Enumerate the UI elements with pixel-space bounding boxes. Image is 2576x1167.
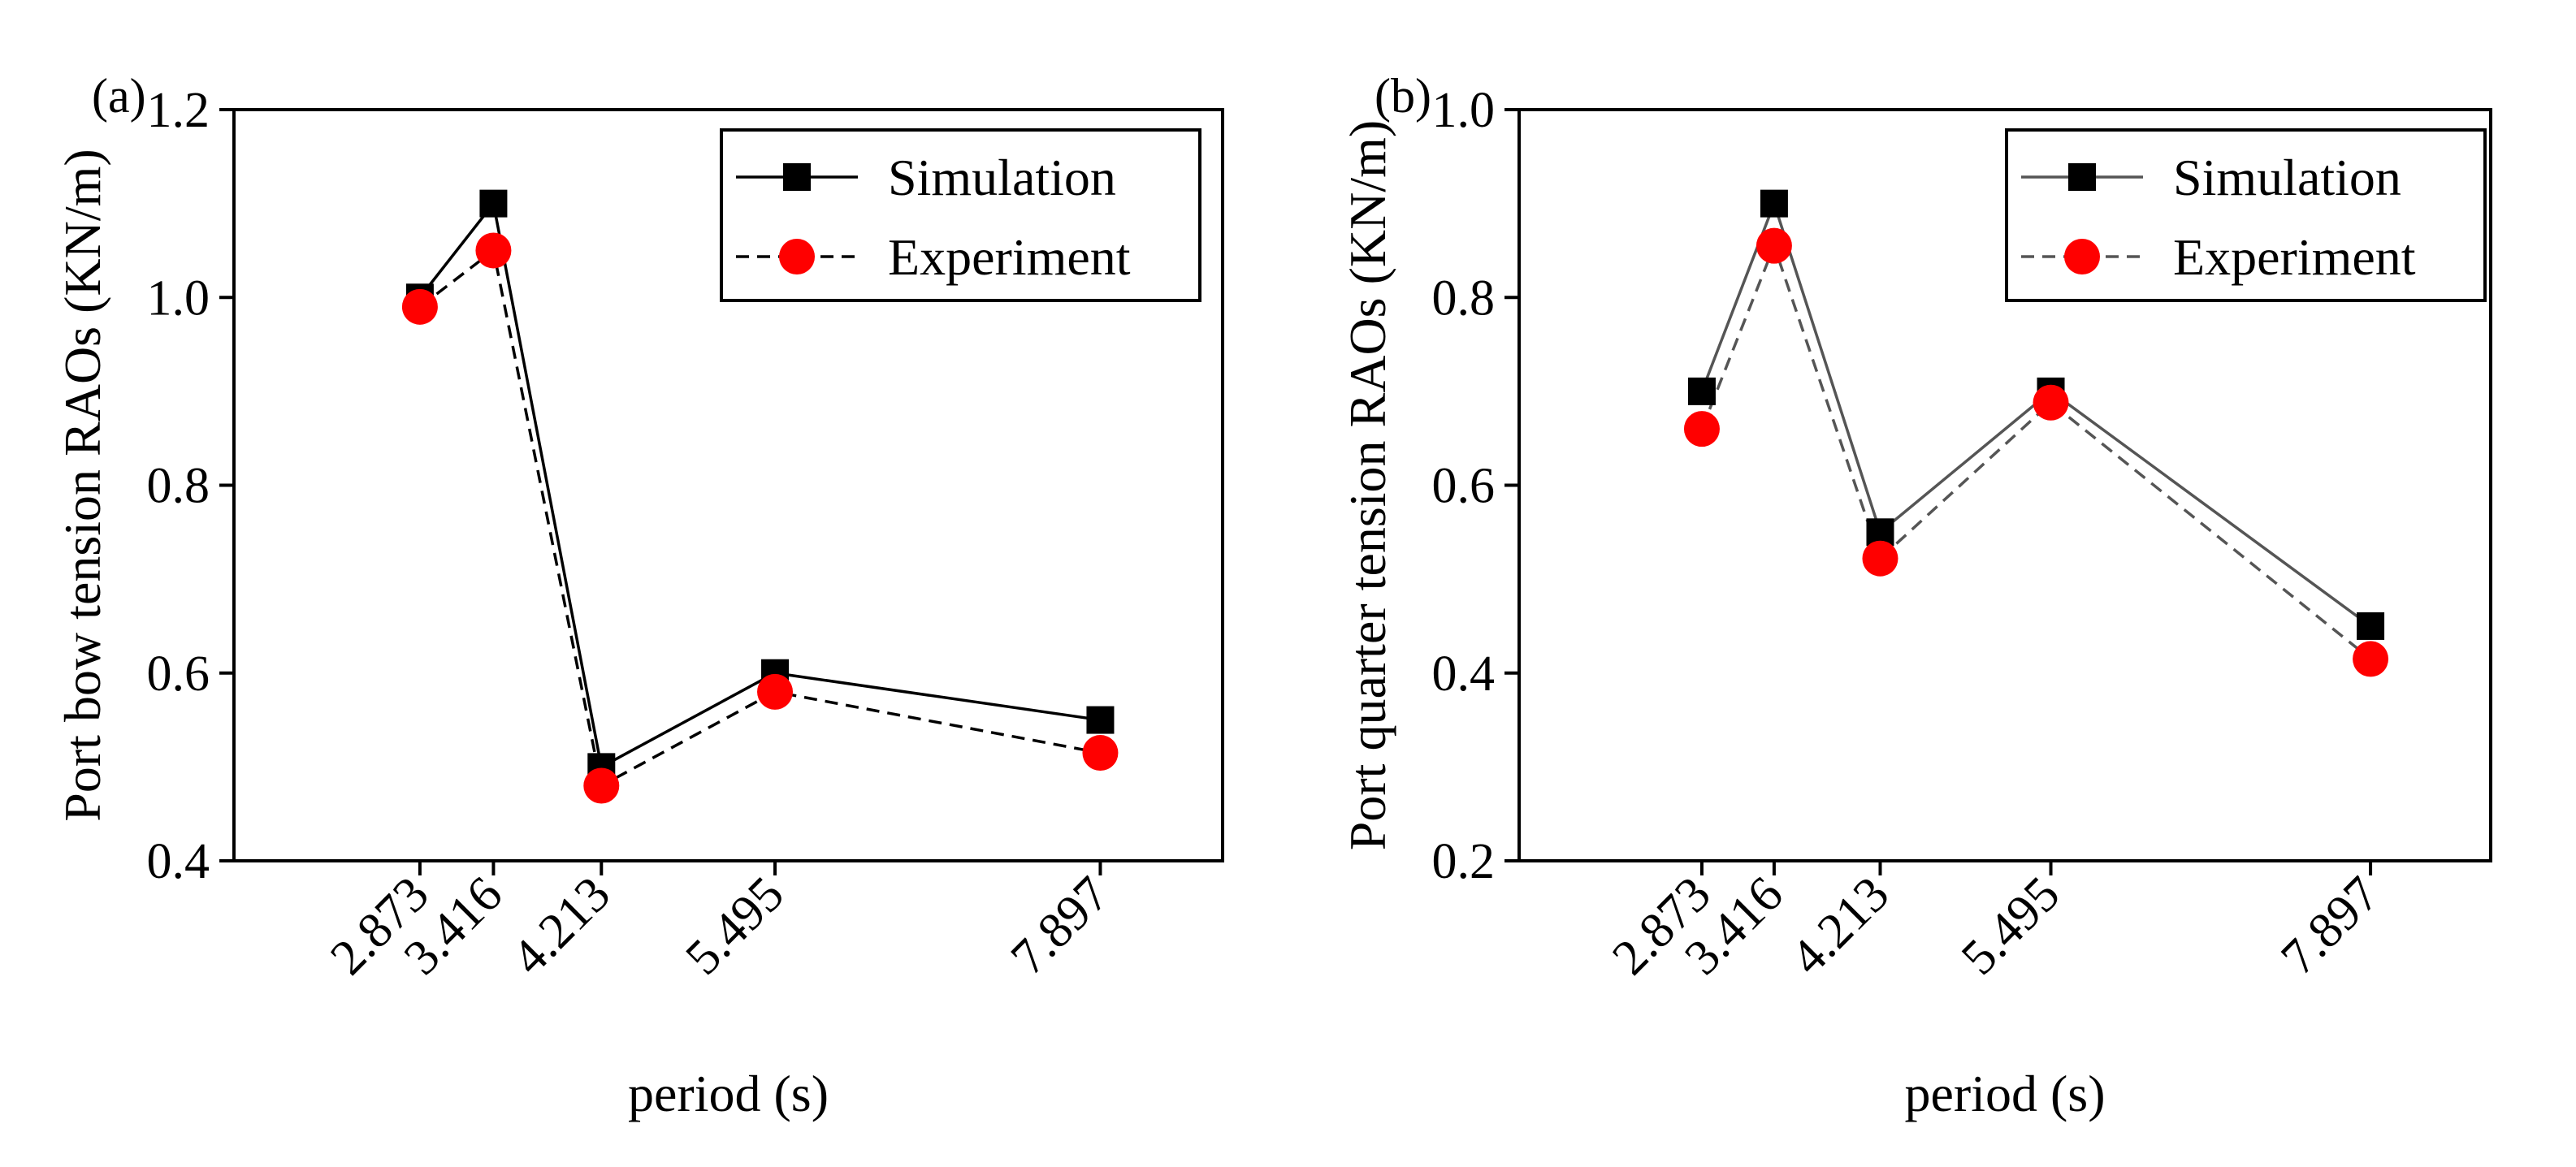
- legend-marker-simulation: [783, 163, 811, 191]
- x-tick-label: 7.897: [2271, 867, 2390, 986]
- legend-label-experiment: Experiment: [2173, 228, 2416, 286]
- data-point-experiment: [1082, 735, 1119, 772]
- x-axis-title: period (s): [628, 1065, 829, 1122]
- legend-label-simulation: Simulation: [2173, 149, 2401, 206]
- y-axis-title: Port bow tension RAOs (KN/m): [54, 149, 111, 821]
- data-point-simulation: [1687, 377, 1716, 405]
- x-tick-label: 5.495: [675, 867, 794, 986]
- y-axis-title: Port quarter tension RAOs (KN/m): [1339, 120, 1396, 850]
- data-point-simulation: [2357, 612, 2385, 640]
- data-point-experiment: [2353, 641, 2389, 677]
- legend-marker-simulation: [2068, 163, 2096, 191]
- legend-label-experiment: Experiment: [888, 228, 1131, 286]
- legend-marker-experiment: [779, 239, 815, 274]
- y-tick-label: 0.6: [1432, 459, 1496, 514]
- data-point-simulation: [1760, 189, 1788, 218]
- panel-label: (b): [1375, 69, 1431, 123]
- legend-marker-experiment: [2064, 239, 2100, 274]
- x-axis-title: period (s): [1904, 1065, 2105, 1122]
- y-tick-label: 0.2: [1432, 834, 1496, 889]
- data-point-experiment: [757, 673, 794, 710]
- panel-label: (a): [92, 69, 146, 123]
- data-point-experiment: [1862, 540, 1898, 577]
- x-tick-label: 5.495: [1951, 867, 2071, 986]
- y-tick-label: 0.6: [147, 646, 210, 702]
- x-tick-label: 4.213: [501, 867, 621, 986]
- legend: Simulation Experiment: [720, 128, 1201, 302]
- data-point-experiment: [583, 767, 620, 804]
- x-tick-label: 7.897: [1001, 867, 1120, 986]
- data-point-experiment: [1756, 227, 1792, 264]
- y-tick-label: 1.0: [147, 270, 210, 326]
- series-line-experiment: [1700, 241, 2372, 660]
- data-point-simulation: [479, 189, 508, 218]
- y-tick-label: 1.0: [1432, 83, 1496, 138]
- y-tick-label: 1.2: [147, 83, 210, 138]
- y-tick-label: 0.4: [1432, 646, 1496, 702]
- data-point-experiment: [401, 288, 438, 325]
- y-tick-label: 0.8: [147, 459, 210, 514]
- data-point-experiment: [475, 232, 512, 269]
- data-point-simulation: [1086, 706, 1115, 734]
- y-tick-label: 0.4: [147, 834, 210, 889]
- x-tick-label: 4.213: [1781, 867, 1900, 986]
- legend-label-simulation: Simulation: [888, 149, 1116, 206]
- legend: Simulation Experiment: [2005, 128, 2487, 302]
- data-point-experiment: [1683, 411, 1720, 447]
- y-tick-label: 0.8: [1432, 270, 1496, 326]
- data-point-experiment: [2033, 384, 2069, 421]
